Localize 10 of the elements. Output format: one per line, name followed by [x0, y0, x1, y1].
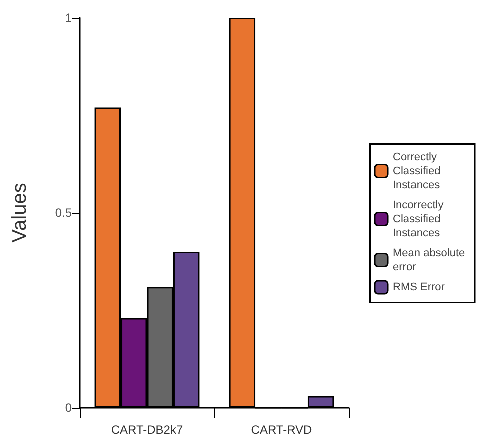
legend-label: Mean absolute error — [393, 247, 468, 274]
y-tick-label: 0.5 — [55, 206, 72, 220]
legend-label: Incorrectly Classified Instances — [393, 199, 447, 240]
y-tick-label: 0 — [65, 401, 72, 415]
y-tick-label: 1 — [65, 11, 72, 25]
x-tick-label: CART-DB2k7 — [111, 423, 184, 437]
y-axis-title: Values — [9, 183, 31, 243]
legend-label: RMS Error — [393, 282, 446, 294]
x-tick-label: CART-RVD — [251, 423, 313, 437]
legend-label: Correctly Classified Instances — [393, 151, 444, 192]
